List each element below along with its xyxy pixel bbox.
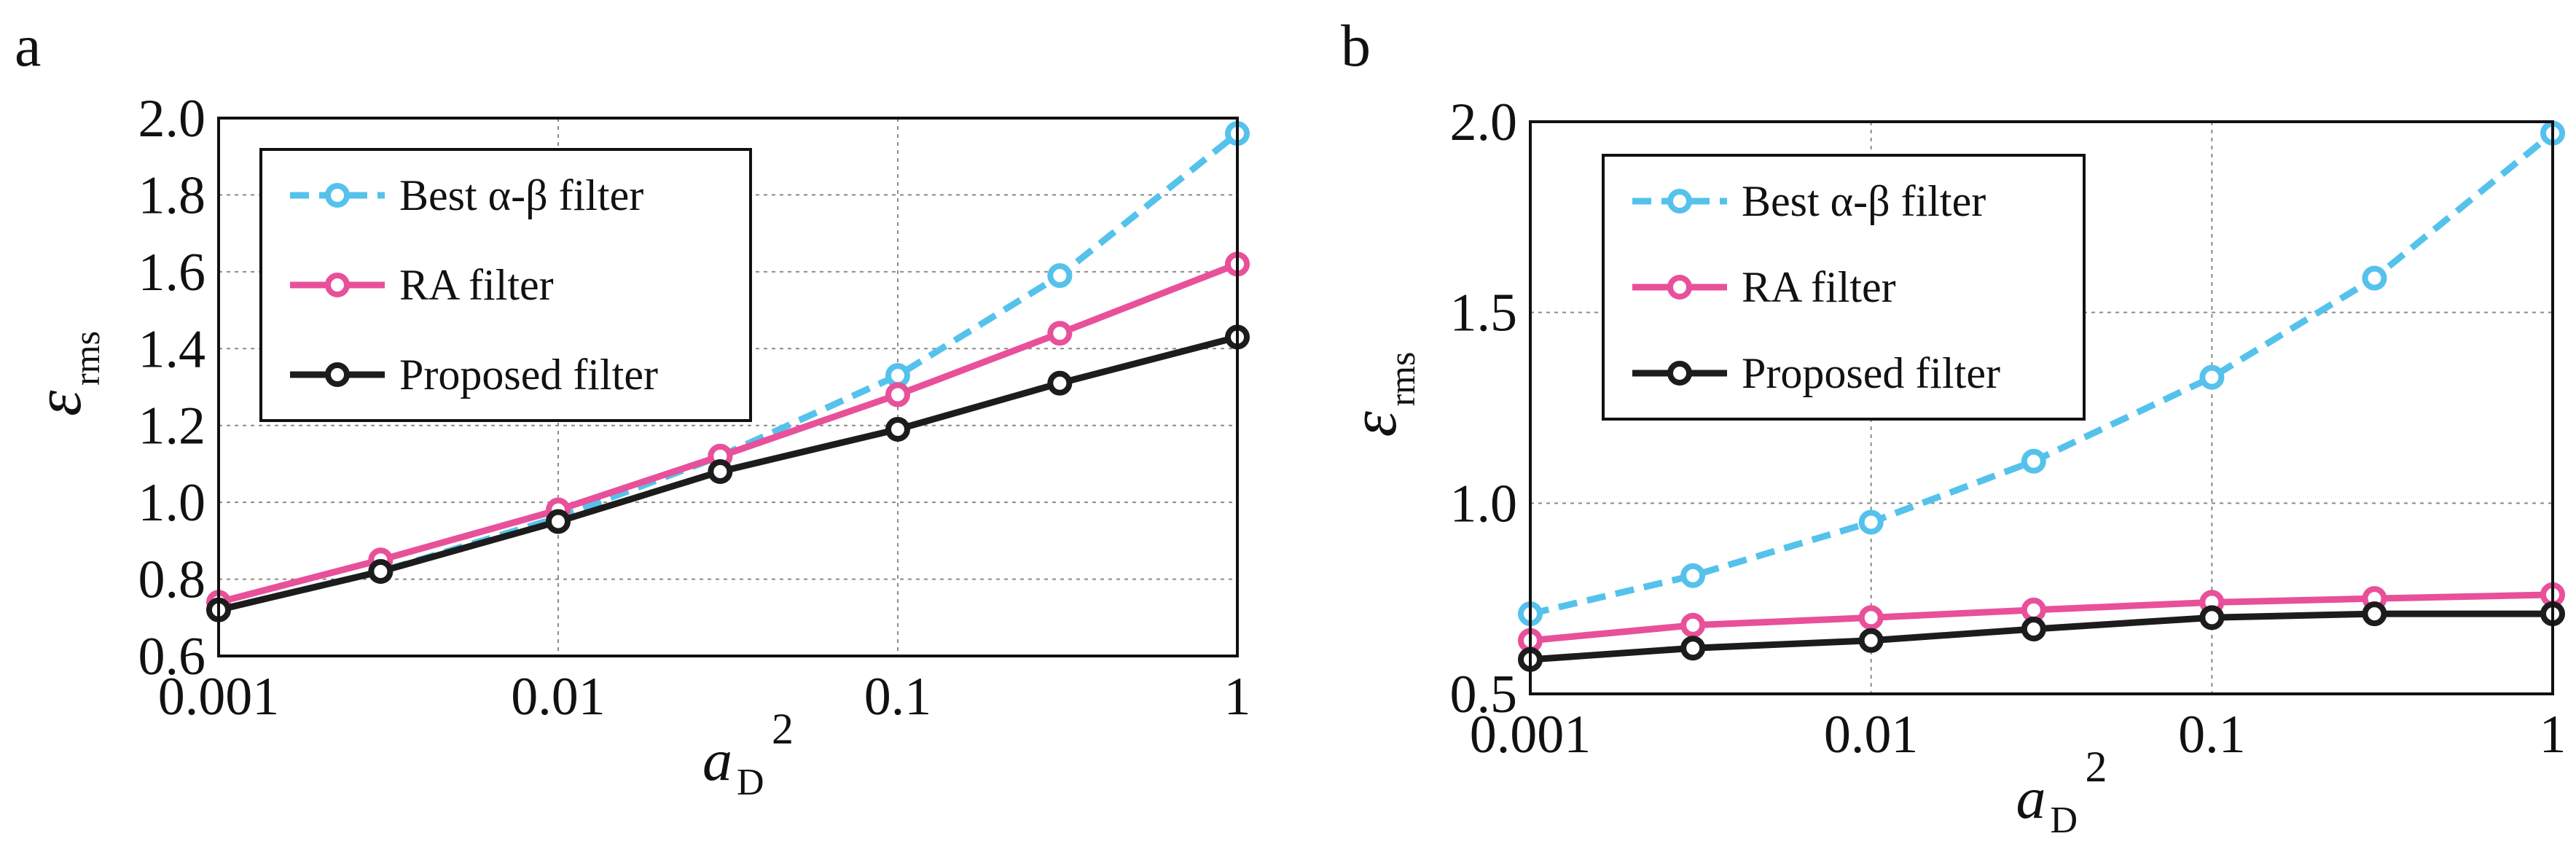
series-point-2	[1047, 370, 1073, 396]
x-tick-label: 0.01	[511, 667, 606, 727]
y-axis-label-group: ε rms	[1338, 352, 1422, 437]
series-point-1	[885, 382, 910, 407]
legend-entry-label: Best α-β filter	[399, 171, 643, 219]
y-tick-label: 2.0	[1450, 93, 1518, 152]
series-point-0	[1680, 563, 1706, 588]
series-point-0	[885, 363, 910, 388]
legend-swatch-marker	[325, 273, 350, 297]
series-point-2	[368, 559, 394, 585]
x-axis-label: a	[702, 727, 732, 793]
series-point-1	[1858, 605, 1884, 630]
series-point-1	[2021, 597, 2046, 622]
x-axis-label-sup: 2	[2086, 743, 2107, 791]
y-tick-label: 1.4	[138, 319, 206, 379]
y-axis-label: ε	[1338, 411, 1410, 437]
legend-swatch-marker	[1667, 189, 1692, 214]
x-tick-label: 0.1	[864, 667, 932, 727]
legend-swatch-marker	[325, 183, 350, 208]
y-tick-label: 1.0	[1450, 474, 1518, 534]
x-axis-label: a	[2016, 765, 2046, 831]
y-tick-label: 2.0	[138, 89, 206, 149]
x-axis-label-sub: D	[2051, 800, 2078, 841]
y-tick-label: 1.8	[138, 165, 206, 225]
panel-label: a	[15, 12, 41, 79]
series-point-1	[1680, 612, 1706, 638]
series-point-0	[1858, 509, 1884, 535]
chart-panel-a: a0.001 0.01 0.1 10.60.81.01.21.41.61.82.0a D…	[15, 12, 1251, 803]
legend-swatch-marker	[1667, 361, 1692, 386]
series-point-2	[2199, 605, 2225, 630]
series-point-2	[2362, 601, 2387, 627]
chart-panel-b: b 0.001 0.01 0.1 1 0.5 1.0 1.5 2.0 a D2 ε rms Best α-…	[1338, 12, 2567, 841]
plot-frame	[1529, 120, 2554, 695]
y-tick-label: 1.6	[138, 243, 206, 302]
legend-swatch-marker	[325, 362, 350, 387]
series-point-0	[2362, 265, 2387, 291]
y-axis-label-sub: rms	[1382, 352, 1422, 407]
x-tick-label: 1	[2540, 705, 2567, 765]
legend-entry-label: Proposed filter	[399, 351, 658, 399]
legend-entry-label: RA filter	[1742, 263, 1896, 311]
panel-label: b	[1341, 12, 1371, 79]
x-tick-label: 0.001	[1470, 705, 1592, 765]
series-point-2	[2021, 617, 2046, 642]
y-tick-label: 0.5	[1450, 665, 1518, 725]
series-point-0	[2021, 448, 2046, 474]
y-tick-label: 0.8	[138, 550, 206, 610]
series-point-2	[1680, 636, 1706, 661]
x-tick-label: 0.01	[1824, 705, 1919, 765]
y-axis-label: ε	[23, 390, 95, 416]
y-tick-label: 1.2	[138, 397, 206, 456]
y-tick-label: 0.6	[138, 627, 206, 687]
y-tick-label: 1.5	[1450, 284, 1518, 343]
series-point-0	[2199, 364, 2225, 390]
series-point-2	[546, 509, 571, 534]
x-tick-label: 1	[1224, 667, 1251, 727]
y-axis-label-group: ε rms	[23, 331, 107, 416]
x-axis-label-sub: D	[737, 762, 764, 803]
legend-swatch-marker	[1667, 275, 1692, 300]
y-tick-label: 1.0	[138, 473, 206, 533]
x-tick-label: 0.001	[158, 667, 280, 727]
series-point-2	[708, 458, 733, 484]
x-axis-label-sup: 2	[772, 705, 794, 753]
legend-entry-label: Proposed filter	[1742, 349, 2000, 397]
y-axis-label-sub: rms	[66, 331, 107, 386]
series-point-0	[1047, 263, 1073, 289]
plot-frame	[217, 117, 1239, 657]
series-point-1	[1047, 321, 1073, 346]
legend-entry-label: RA filter	[399, 261, 554, 309]
legend-entry-label: Best α-β filter	[1742, 177, 1986, 225]
x-tick-label: 0.1	[2178, 705, 2246, 765]
series-point-2	[885, 416, 910, 442]
series-point-2	[1858, 628, 1884, 653]
